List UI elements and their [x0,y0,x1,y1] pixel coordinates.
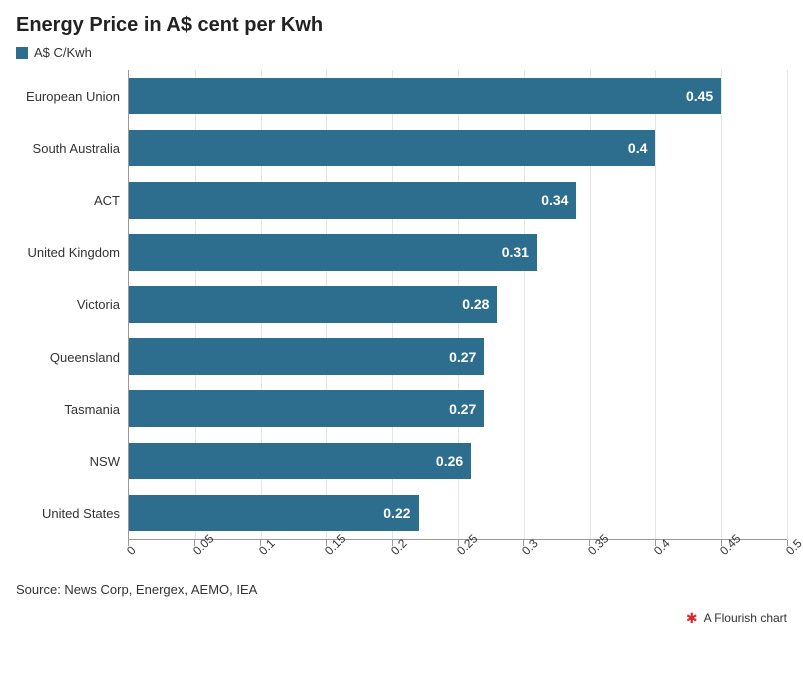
y-axis-label: ACT [16,174,120,226]
legend-label: A$ C/Kwh [34,45,92,60]
bar-row: 0.45 [129,70,787,122]
bar-row: 0.27 [129,331,787,383]
bar-row: 0.22 [129,487,787,539]
x-tick-label: 0.5 [783,536,803,558]
bar-row: 0.28 [129,278,787,330]
legend-swatch [16,47,28,59]
footer-brand-label[interactable]: A Flourish chart [704,611,787,625]
legend: A$ C/Kwh [16,45,787,60]
bar-row: 0.4 [129,122,787,174]
bar: 0.45 [129,78,721,114]
y-axis-label: European Union [16,70,120,122]
x-axis: 00.050.10.150.20.250.30.350.40.450.5 [128,540,787,576]
bar-row: 0.27 [129,383,787,435]
y-axis-label: Tasmania [16,383,120,435]
bar: 0.26 [129,443,471,479]
bars-container: 0.45 0.4 0.34 0.31 0.28 0.27 0.27 0.26 0.22 [129,70,787,539]
bar-value-label: 0.26 [436,453,463,469]
bar-value-label: 0.4 [628,140,647,156]
chart: European UnionSouth AustraliaACTUnited K… [16,70,787,540]
footer: ✱ A Flourish chart [16,611,787,625]
plot-area: 0.45 0.4 0.34 0.31 0.28 0.27 0.27 0.26 0.22 [128,70,787,540]
y-axis-label: United Kingdom [16,227,120,279]
bar-value-label: 0.27 [449,349,476,365]
bar-value-label: 0.31 [502,244,529,260]
bar-value-label: 0.22 [383,505,410,521]
gridline [787,70,788,539]
y-axis-label: Victoria [16,279,120,331]
bar: 0.28 [129,286,497,322]
bar-value-label: 0.45 [686,88,713,104]
bar-value-label: 0.27 [449,401,476,417]
bar-value-label: 0.34 [541,192,568,208]
bar-row: 0.26 [129,435,787,487]
flourish-icon: ✱ [686,611,698,625]
source-text: Source: News Corp, Energex, AEMO, IEA [16,582,787,597]
y-axis-labels: European UnionSouth AustraliaACTUnited K… [16,70,128,540]
bar: 0.34 [129,182,576,218]
bar: 0.27 [129,338,484,374]
bar-row: 0.34 [129,174,787,226]
bar-row: 0.31 [129,226,787,278]
chart-title: Energy Price in A$ cent per Kwh [16,14,787,37]
y-axis-label: United States [16,488,120,540]
bar: 0.4 [129,130,655,166]
bar: 0.31 [129,234,537,270]
bar: 0.27 [129,390,484,426]
bar-value-label: 0.28 [462,296,489,312]
y-axis-label: South Australia [16,122,120,174]
y-axis-label: Queensland [16,331,120,383]
y-axis-label: NSW [16,436,120,488]
bar: 0.22 [129,495,419,531]
